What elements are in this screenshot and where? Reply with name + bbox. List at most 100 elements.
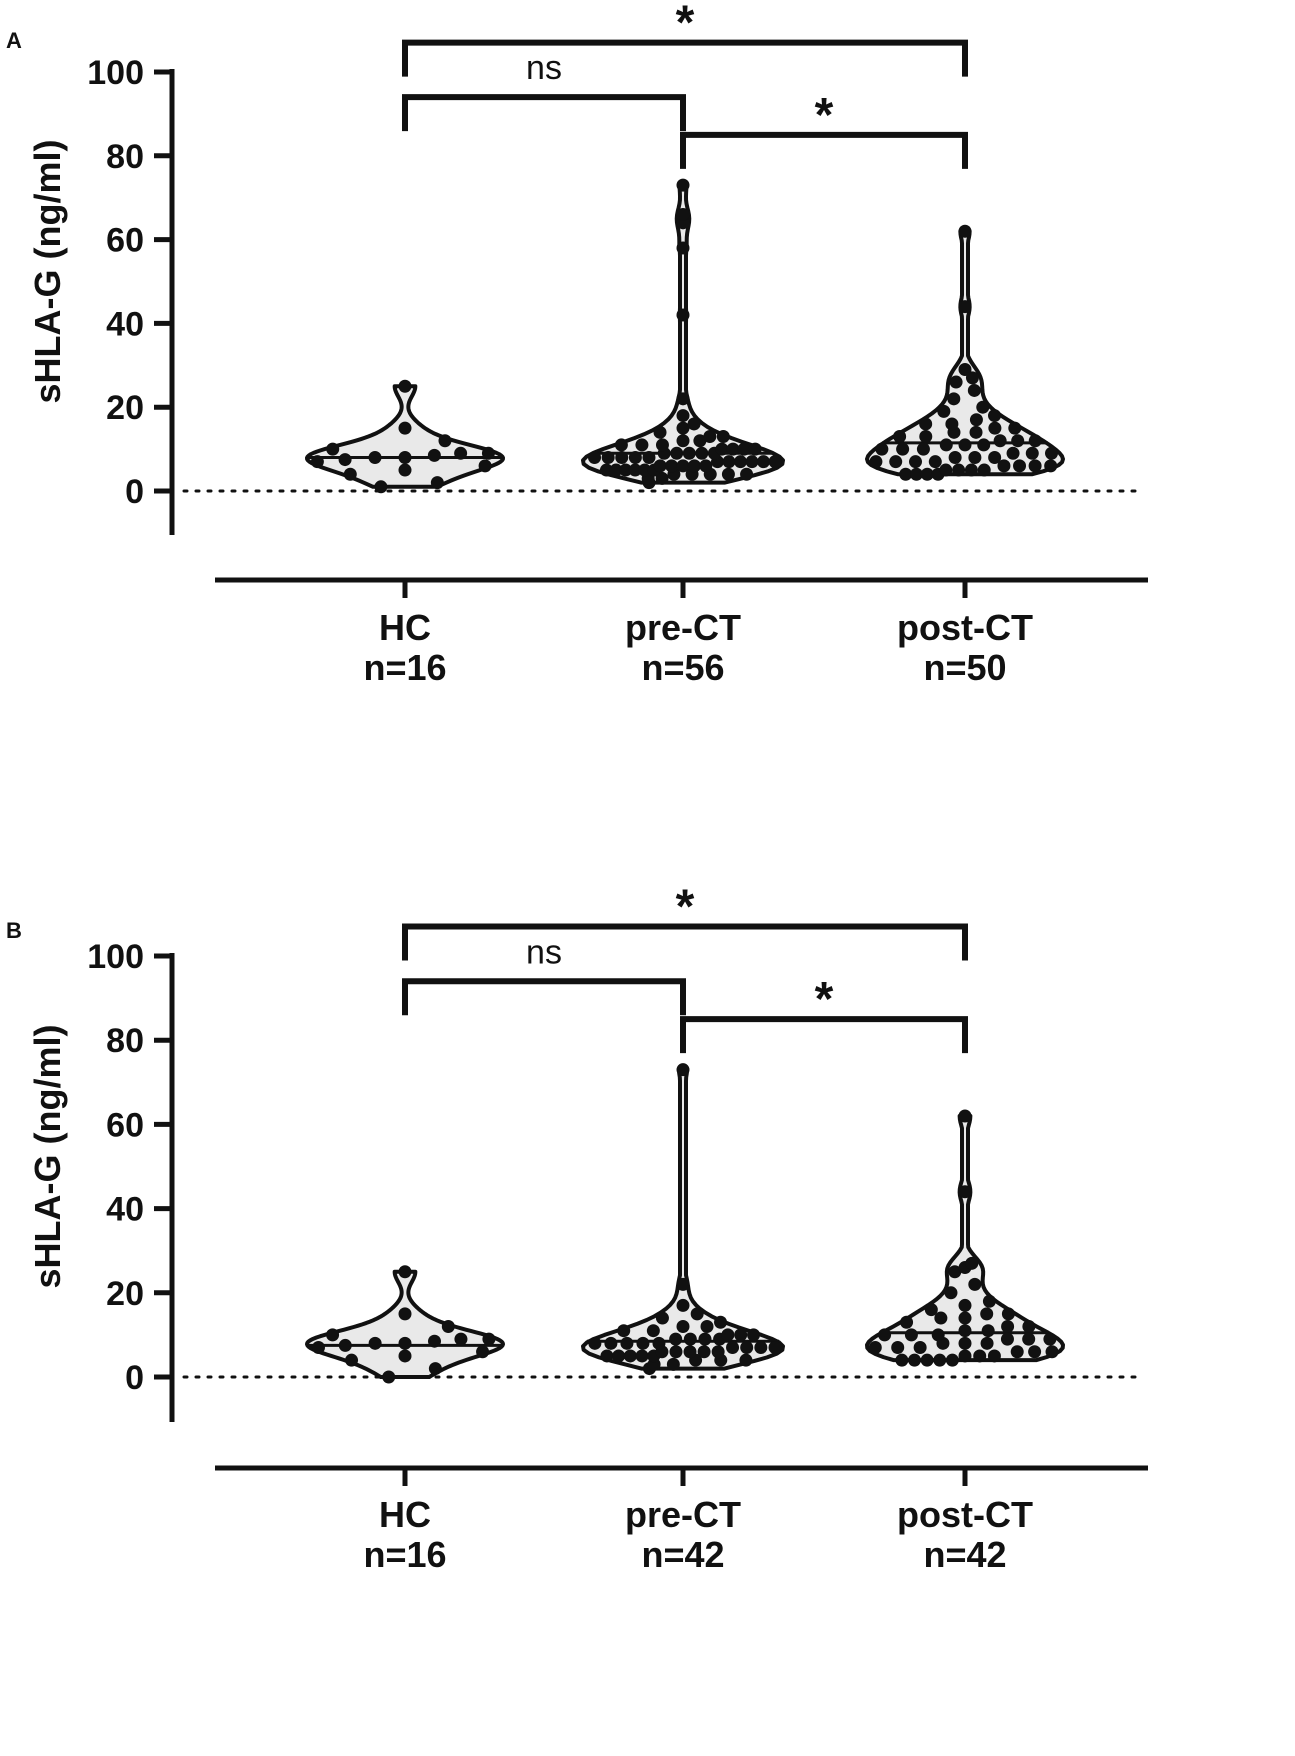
data-point <box>382 1370 396 1384</box>
category-label: post-CT <box>897 1494 1033 1535</box>
data-point <box>676 241 690 255</box>
category-label: post-CT <box>897 607 1033 648</box>
data-point <box>968 1277 982 1291</box>
data-point <box>676 1319 690 1333</box>
y-axis-label: sHLA-G (ng/ml) <box>27 1025 68 1289</box>
data-point <box>896 442 910 456</box>
y-tick-label: 60 <box>106 222 144 260</box>
data-point <box>635 1349 649 1363</box>
data-point <box>734 455 747 469</box>
data-point <box>698 1332 712 1346</box>
data-point <box>687 417 701 431</box>
significance-label: ns <box>526 49 562 87</box>
data-point <box>734 1328 748 1342</box>
data-point <box>676 1277 690 1291</box>
data-point <box>977 463 991 477</box>
data-point <box>628 463 642 477</box>
significance-bracket <box>402 978 686 1016</box>
data-point <box>1028 1345 1042 1359</box>
data-point <box>670 446 684 460</box>
data-point <box>944 1286 958 1300</box>
data-point <box>368 450 382 464</box>
data-point <box>958 1349 972 1363</box>
category-label: HC <box>379 607 431 648</box>
data-point <box>939 438 953 452</box>
category-n-label: n=42 <box>641 1534 724 1575</box>
data-point <box>669 1332 683 1346</box>
data-point <box>722 455 736 469</box>
data-point <box>454 1332 468 1346</box>
panel-label: A <box>6 28 22 53</box>
data-point <box>612 1349 626 1363</box>
data-point <box>609 463 623 477</box>
data-point <box>604 1336 618 1350</box>
data-point <box>615 450 629 464</box>
data-point <box>958 1336 972 1350</box>
data-point <box>614 438 628 452</box>
data-point <box>676 207 690 221</box>
data-point <box>982 1294 996 1308</box>
data-point <box>969 425 983 439</box>
data-point <box>904 1328 918 1342</box>
category-label: HC <box>379 1494 431 1535</box>
category-label: pre-CT <box>625 607 741 648</box>
data-point <box>655 438 669 452</box>
data-point <box>747 1328 761 1342</box>
data-point <box>428 1362 442 1376</box>
data-point <box>653 459 667 473</box>
data-point <box>1044 446 1058 460</box>
data-point <box>931 1328 945 1342</box>
data-point <box>958 1298 972 1312</box>
data-point <box>695 446 709 460</box>
y-tick-label: 80 <box>106 138 144 176</box>
data-point <box>726 1341 740 1355</box>
data-point <box>976 400 990 414</box>
data-point <box>638 463 652 477</box>
data-point <box>635 438 649 452</box>
data-point <box>676 178 690 192</box>
data-point <box>745 455 759 469</box>
data-point <box>676 1298 690 1312</box>
panel-a: A 0 20 40 60 80 100 sHLA-G (ng/ml) HCn=16 pre-CT… <box>6 0 1148 688</box>
data-point <box>1001 1319 1015 1333</box>
data-point <box>939 463 953 477</box>
data-point <box>980 1307 994 1321</box>
data-point <box>1011 434 1025 448</box>
data-point <box>646 1324 660 1338</box>
category-n-label: n=56 <box>641 647 724 688</box>
data-point <box>619 463 633 477</box>
data-point <box>875 442 889 456</box>
data-point <box>949 375 963 389</box>
data-point <box>600 1349 614 1363</box>
data-point <box>924 1303 938 1317</box>
data-point <box>916 442 930 456</box>
data-point <box>740 467 754 481</box>
data-point <box>1000 1332 1014 1346</box>
data-point <box>958 362 972 376</box>
data-point <box>965 1256 979 1270</box>
data-point <box>676 1063 690 1077</box>
data-point <box>676 421 690 435</box>
data-point <box>676 459 690 473</box>
data-point <box>482 1332 496 1346</box>
data-point <box>690 1307 704 1321</box>
y-tick-label: 60 <box>106 1106 144 1144</box>
data-point <box>398 379 412 393</box>
data-point <box>740 1341 754 1355</box>
data-point <box>893 430 907 444</box>
data-point <box>726 442 740 456</box>
data-point <box>687 459 701 473</box>
data-point <box>715 442 729 456</box>
category-n-label: n=16 <box>363 647 446 688</box>
data-point <box>868 1341 882 1355</box>
data-point <box>1013 459 1027 473</box>
significance-bracket <box>402 39 968 77</box>
data-point <box>919 430 933 444</box>
data-point <box>948 450 962 464</box>
data-point <box>682 446 696 460</box>
data-point <box>427 1334 441 1348</box>
data-point <box>988 421 1002 435</box>
y-tick-label: 0 <box>125 1359 144 1397</box>
data-point <box>933 1353 947 1367</box>
data-point <box>311 1341 325 1355</box>
